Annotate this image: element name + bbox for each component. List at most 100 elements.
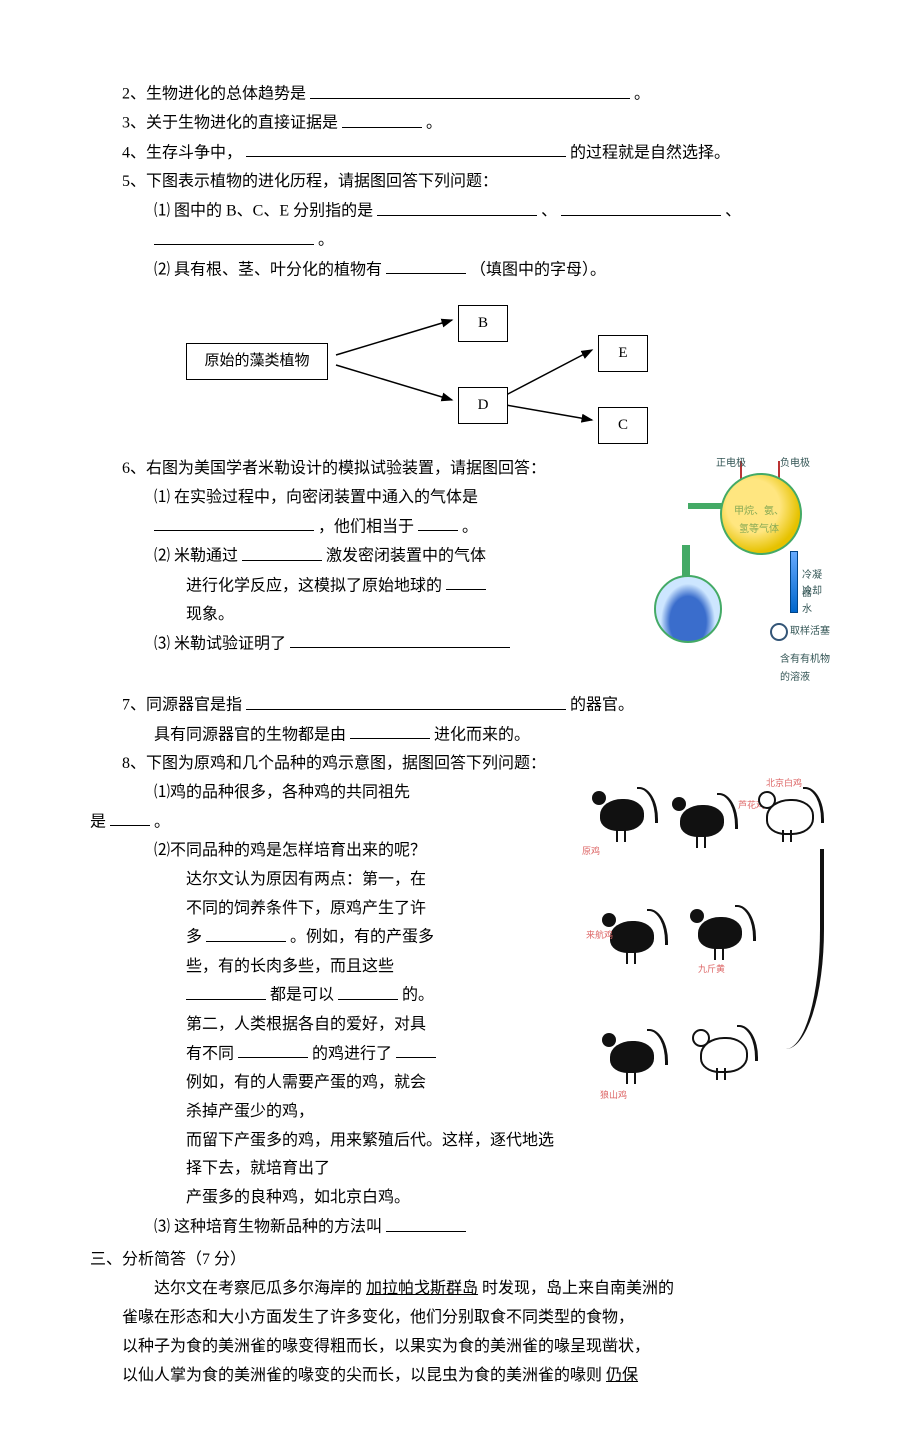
q8-s2-f-blank1[interactable] bbox=[186, 981, 266, 1000]
q5-sub1-pre: ⑴ 图中的 B、C、E 分别指的是 bbox=[154, 203, 373, 220]
q5-box-main: 原始的藻类植物 bbox=[186, 343, 328, 380]
q5-sep1: 、 bbox=[541, 203, 557, 220]
q8-s2-h-blank1[interactable] bbox=[238, 1040, 308, 1059]
chicken-3: 北京白鸡 bbox=[756, 787, 826, 842]
q5-blank-e[interactable] bbox=[154, 226, 314, 245]
q6-s2-blank1[interactable] bbox=[242, 542, 322, 561]
q5-sub2: ⑵ 具有根、茎、叶分化的植物有 （填图中的字母）。 bbox=[90, 256, 830, 285]
chicken-label-5: 狼山鸡 bbox=[600, 1087, 627, 1103]
q5-box-d: D bbox=[458, 387, 508, 424]
q7-a-line: 7、同源器官是指 的器官。 bbox=[90, 691, 830, 720]
q8-s2-l: 产蛋多的良种鸡，如北京白鸡。 bbox=[90, 1184, 830, 1213]
q8-s2-d-blank[interactable] bbox=[206, 923, 286, 942]
chicken-1: 原鸡 bbox=[590, 787, 660, 842]
miller-flask-water bbox=[654, 575, 722, 643]
miller-neck bbox=[682, 545, 690, 579]
q4-line: 4、生存斗争中， 的过程就是自然选择。 bbox=[90, 139, 830, 168]
q7-b-blank[interactable] bbox=[350, 721, 430, 740]
miller-stopcock-icon bbox=[770, 623, 788, 641]
section3-head: 三、分析简答（7 分） bbox=[90, 1246, 830, 1275]
chicken-4: 来航鸡 bbox=[600, 909, 670, 964]
q8-s2-f-mid: 都是可以 bbox=[270, 987, 334, 1004]
q8-s2-h-blank2[interactable] bbox=[396, 1040, 436, 1059]
q4-pre: 4、生存斗争中， bbox=[122, 144, 242, 161]
q6-s1-blank1[interactable] bbox=[154, 513, 314, 532]
q3-line: 3、关于生物进化的直接证据是 。 bbox=[90, 109, 830, 138]
chicken-label-2: 北京白鸡 bbox=[766, 775, 802, 791]
section3-p3: 以种子为食的美洲雀的喙变得粗而长，以果实为食的美洲雀的喙呈现凿状， bbox=[90, 1333, 830, 1362]
q2-tail: 。 bbox=[634, 86, 650, 103]
section3-p4-link[interactable]: 仍保 bbox=[606, 1367, 638, 1384]
lbl-pos-elec: 正电极 bbox=[716, 455, 746, 473]
q2-line: 2、生物进化的总体趋势是 。 bbox=[90, 80, 830, 109]
chicken-label-0: 原鸡 bbox=[582, 843, 600, 859]
q5-diagram: 原始的藻类植物 B D E C bbox=[186, 295, 830, 445]
q8-s2-d-post: 。例如，有的产蛋多 bbox=[290, 929, 434, 946]
q4-blank[interactable] bbox=[246, 139, 566, 158]
chicken-label-3: 来航鸡 bbox=[586, 927, 613, 943]
miller-figure: 正电极 负电极 甲烷、氨、氢等气体 冷凝器 冷却水 取样活塞 含有有机物的溶液 bbox=[620, 455, 830, 685]
q6-s2-b: 激发密闭装置中的气体 bbox=[326, 548, 486, 565]
q8-s2-h-mid: 的鸡进行了 bbox=[312, 1045, 392, 1062]
q5-sub2-post: （填图中的字母）。 bbox=[470, 261, 606, 278]
q8-s1-blank[interactable] bbox=[110, 808, 150, 827]
q6-s2-c: 进行化学反应，这模拟了原始地球的 bbox=[186, 577, 442, 594]
q3-blank[interactable] bbox=[342, 109, 422, 128]
q8-s2-f-post: 的。 bbox=[402, 987, 434, 1004]
q8-s1-c: 。 bbox=[154, 813, 170, 830]
q8-s3: ⑶ 这种培育生物新品种的方法叫 bbox=[154, 1219, 382, 1236]
q5-sub1: ⑴ 图中的 B、C、E 分别指的是 、 、 。 bbox=[90, 197, 830, 256]
q6-s2-d: 现象。 bbox=[186, 606, 234, 623]
q8-s3-blank[interactable] bbox=[386, 1213, 466, 1232]
q5-blank-b[interactable] bbox=[377, 197, 537, 216]
q7-a-tail: 的器官。 bbox=[570, 697, 634, 714]
lbl-stopcock: 取样活塞 bbox=[790, 623, 830, 641]
lbl-organic: 含有有机物的溶液 bbox=[780, 651, 830, 687]
section3-p1: 达尔文在考察厄瓜多尔海岸的 加拉帕戈斯群岛 时发现，岛上来自南美洲的 bbox=[90, 1275, 830, 1304]
q5-sub2-blank[interactable] bbox=[386, 256, 466, 275]
q6-s1-a: ⑴ 在实验过程中，向密闭装置中通入的气体是 bbox=[154, 489, 478, 506]
q6-s2-a: ⑵ 米勒通过 bbox=[154, 548, 238, 565]
q8-s2-d-pre: 多 bbox=[186, 929, 202, 946]
q6-s1-c: 。 bbox=[462, 518, 478, 535]
q6-s3-blank[interactable] bbox=[290, 630, 510, 649]
q5-box-e: E bbox=[598, 335, 648, 372]
chicken-6: 狼山鸡 bbox=[600, 1029, 670, 1084]
q5-sep2: 、 bbox=[725, 203, 741, 220]
q2-blank[interactable] bbox=[310, 80, 630, 99]
q7-a-blank[interactable] bbox=[246, 691, 566, 710]
q6-s1-blank2[interactable] bbox=[418, 513, 458, 532]
q5-blank-c[interactable] bbox=[561, 197, 721, 216]
section3-p1-a: 达尔文在考察厄瓜多尔海岸的 bbox=[154, 1280, 362, 1297]
miller-tube bbox=[688, 503, 722, 509]
lbl-neg-elec: 负电极 bbox=[780, 455, 810, 473]
section3-p4: 以仙人掌为食的美洲雀的喙变的尖而长，以昆虫为食的美洲雀的喙则 仍保 bbox=[90, 1362, 830, 1391]
miller-condenser bbox=[790, 551, 798, 613]
q6-s3-a: ⑶ 米勒试验证明了 bbox=[154, 635, 286, 652]
q7-b-tail: 进化而来的。 bbox=[434, 726, 530, 743]
q8-stem: 8、下图为原鸡和几个品种的鸡示意图，据图回答下列问题： bbox=[90, 750, 830, 779]
chicken-5: 九斤黄 bbox=[688, 905, 758, 960]
chicken-7 bbox=[690, 1025, 760, 1080]
section3-p4-a: 以仙人掌为食的美洲雀的喙变的尖而长，以昆虫为食的美洲雀的喙则 bbox=[122, 1367, 602, 1384]
q8-s3-line: ⑶ 这种培育生物新品种的方法叫 bbox=[90, 1213, 830, 1242]
chicken-figure: 原鸡 芦花鸡 北京白鸡 来航鸡 九斤黄 狼山鸡 bbox=[570, 779, 830, 1119]
q3-tail: 。 bbox=[426, 115, 442, 132]
q6-s2-blank2[interactable] bbox=[446, 572, 486, 591]
q6-s1-b: ，他们相当于 bbox=[318, 518, 414, 535]
q7-a: 7、同源器官是指 bbox=[122, 697, 242, 714]
section3-p1-b: 时发现，岛上来自南美洲的 bbox=[482, 1280, 674, 1297]
q5-sub2-pre: ⑵ 具有根、茎、叶分化的植物有 bbox=[154, 261, 382, 278]
q2-label: 2、生物进化的总体趋势是 bbox=[122, 86, 306, 103]
q5-box-b: B bbox=[458, 305, 508, 342]
lbl-gases: 甲烷、氨、氢等气体 bbox=[732, 503, 786, 539]
q5-sub1-tail: 。 bbox=[318, 232, 334, 249]
q8-s1-b: 是 bbox=[90, 813, 106, 830]
q8-s2-f-blank2[interactable] bbox=[338, 981, 398, 1000]
chicken-label-4: 九斤黄 bbox=[698, 961, 725, 977]
q8-s2-k: 而留下产蛋多的鸡，用来繁殖后代。这样，逐代地选择下去，就培育出了 bbox=[90, 1127, 830, 1185]
q5-box-c: C bbox=[598, 407, 648, 444]
section3-p1-link[interactable]: 加拉帕戈斯群岛 bbox=[366, 1280, 478, 1297]
chicken-tail-stroke bbox=[760, 849, 824, 1049]
q4-post: 的过程就是自然选择。 bbox=[570, 144, 730, 161]
